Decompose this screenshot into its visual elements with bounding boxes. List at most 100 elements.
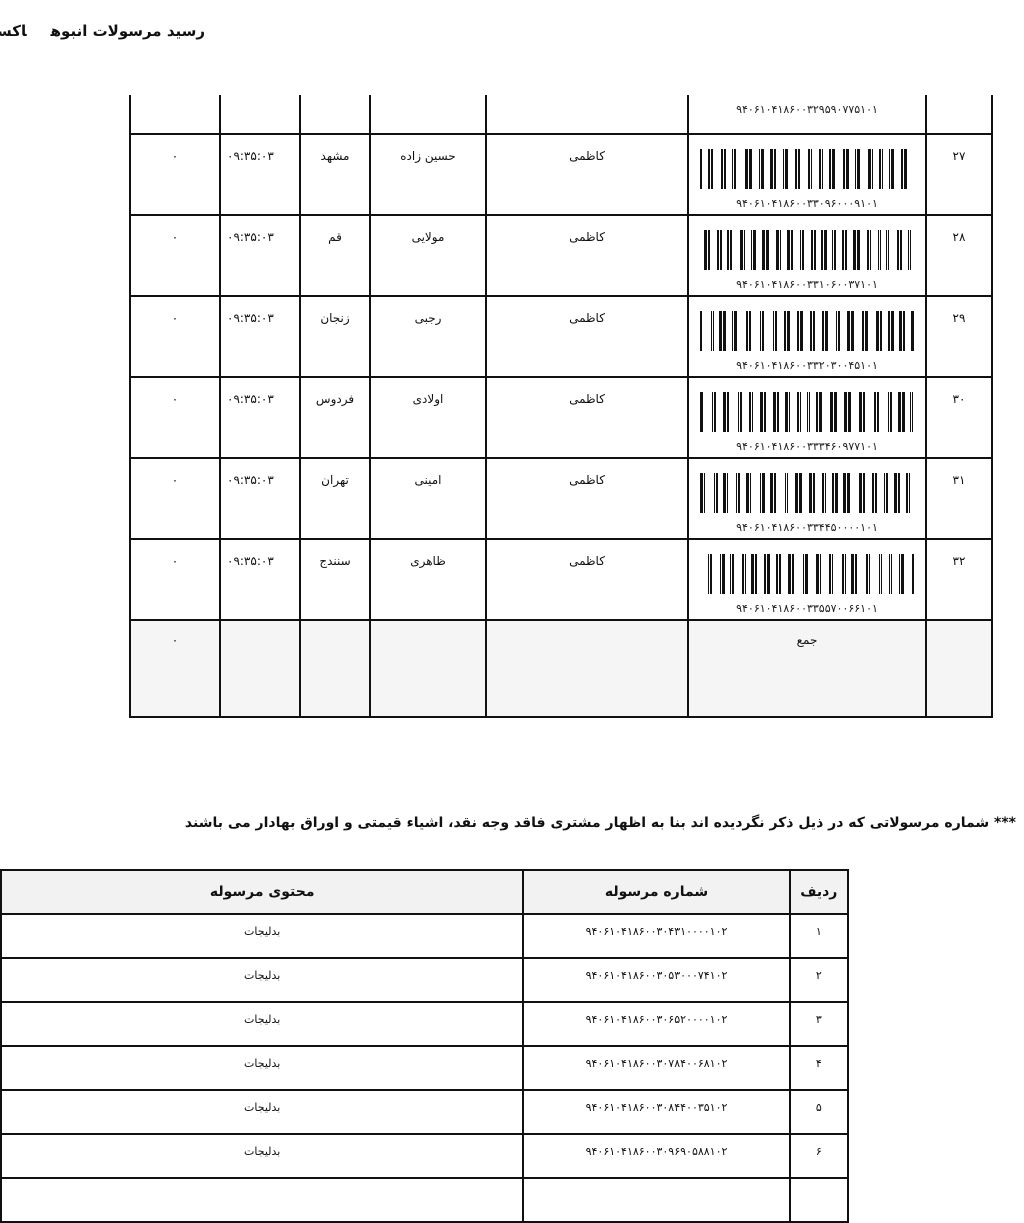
item-content: بدلیجات — [0, 1001, 525, 1047]
receiver: امینی — [369, 457, 487, 540]
barcode-cell: ۹۴۰۶۱۰۴۱۸۶۰۰۳۳۰۹۶۰۰۰۹۱۰۱ — [687, 133, 927, 216]
table-row: ۱ ۹۴۰۶۱۰۴۱۸۶۰۰۳۰۴۳۱۰۰۰۰۱۰۲ بدلیجات — [0, 913, 850, 959]
table-row: ۳۰ ۹۴۰۶۱۰۴۱۸۶۰۰۳۳۳۴۶۰۹۷۷۱۰۱ کاظمی اولادی… — [129, 376, 993, 459]
barcode — [704, 230, 911, 270]
amount: ۰ — [129, 133, 221, 216]
table-row: ۳ ۹۴۰۶۱۰۴۱۸۶۰۰۳۰۶۵۲۰۰۰۰۱۰۲ بدلیجات — [0, 1001, 850, 1047]
row-index: ۲۸ — [925, 214, 993, 297]
barcode-cell: ۹۴۰۶۱۰۴۱۸۶۰۰۳۳۵۵۷۰۰۶۶۱۰۱ — [687, 538, 927, 621]
item-number — [522, 1177, 791, 1223]
sum-amount: ۰ — [129, 619, 221, 718]
table-row — [0, 1177, 850, 1223]
barcode-number: ۹۴۰۶۱۰۴۱۸۶۰۰۳۳۲۰۳۰۰۴۵۱۰۱ — [736, 359, 878, 372]
city: فردوس — [299, 376, 371, 459]
barcode-cell: ۹۴۰۶۱۰۴۱۸۶۰۰۳۳۴۴۵۰۰۰۰۱۰۱ — [687, 457, 927, 540]
row-index: ۴ — [788, 1045, 850, 1091]
barcode-cell: ۹۴۰۶۱۰۴۱۸۶۰۰۳۳۲۰۳۰۰۴۵۱۰۱ — [687, 295, 927, 378]
item-number: ۹۴۰۶۱۰۴۱۸۶۰۰۳۰۸۴۴۰۰۳۵۱۰۲ — [522, 1089, 791, 1135]
row-index: ۱ — [788, 913, 850, 959]
barcode-number: ۹۴۰۶۱۰۴۱۸۶۰۰۳۲۹۵۹۰۷۷۵۱۰۱ — [736, 103, 878, 116]
amount: ۰ — [129, 214, 221, 297]
item-number: ۹۴۰۶۱۰۴۱۸۶۰۰۳۰۷۸۴۰۰۶۸۱۰۲ — [522, 1045, 791, 1091]
row-index — [788, 1177, 850, 1223]
row-index: ۳ — [788, 1001, 850, 1047]
sender: کاظمی — [485, 376, 689, 459]
table-row: ۳۱ ۹۴۰۶۱۰۴۱۸۶۰۰۳۳۴۴۵۰۰۰۰۱۰۱ کاظمی امینی … — [129, 457, 993, 540]
sender: کاظمی — [485, 538, 689, 621]
barcode-number: ۹۴۰۶۱۰۴۱۸۶۰۰۳۳۵۵۷۰۰۶۶۱۰۱ — [736, 602, 878, 615]
barcode — [708, 554, 914, 594]
row-index: ۲۷ — [925, 133, 993, 216]
item-content: بدلیجات — [0, 957, 525, 1003]
shipments-table: ۹۴۰۶۱۰۴۱۸۶۰۰۳۲۹۵۹۰۷۷۵۱۰۱ ۲۷ ۹۴۰۶۱۰۴۱۸۶۰۰… — [129, 95, 993, 718]
sum-row: جمع ۰ — [129, 619, 993, 718]
table-row: ۲۷ ۹۴۰۶۱۰۴۱۸۶۰۰۳۳۰۹۶۰۰۰۹۱۰۱ کاظمی حسین ز… — [129, 133, 993, 216]
table-row: ۹۴۰۶۱۰۴۱۸۶۰۰۳۲۹۵۹۰۷۷۵۱۰۱ — [129, 95, 993, 135]
barcode-number: ۹۴۰۶۱۰۴۱۸۶۰۰۳۳۴۴۵۰۰۰۰۱۰۱ — [736, 521, 878, 534]
sender: کاظمی — [485, 295, 689, 378]
item-content: بدلیجات — [0, 1133, 525, 1179]
item-number: ۹۴۰۶۱۰۴۱۸۶۰۰۳۰۴۳۱۰۰۰۰۱۰۲ — [522, 913, 791, 959]
time: ۰۹:۳۵:۰۳ — [219, 376, 301, 459]
table-row: ۳۲ ۹۴۰۶۱۰۴۱۸۶۰۰۳۳۵۵۷۰۰۶۶۱۰۱ کاظمی ظاهری … — [129, 538, 993, 621]
table-row: ۲ ۹۴۰۶۱۰۴۱۸۶۰۰۳۰۵۳۰۰۰۷۴۱۰۲ بدلیجات — [0, 957, 850, 1003]
sender: کاظمی — [485, 133, 689, 216]
barcode — [700, 149, 907, 189]
row-index: ۳۲ — [925, 538, 993, 621]
time: ۰۹:۳۵:۰۳ — [219, 133, 301, 216]
city: زنجان — [299, 295, 371, 378]
row-index: ۵ — [788, 1089, 850, 1135]
header-content: محتوی مرسوله — [0, 869, 525, 915]
amount: ۰ — [129, 295, 221, 378]
table-row: ۵ ۹۴۰۶۱۰۴۱۸۶۰۰۳۰۸۴۴۰۰۳۵۱۰۲ بدلیجات — [0, 1089, 850, 1135]
barcode — [700, 473, 910, 513]
item-number: ۹۴۰۶۱۰۴۱۸۶۰۰۳۰۶۵۲۰۰۰۰۱۰۲ — [522, 1001, 791, 1047]
item-content: بدلیجات — [0, 913, 525, 959]
amount: ۰ — [129, 538, 221, 621]
table-row: ۶ ۹۴۰۶۱۰۴۱۸۶۰۰۳۰۹۶۹۰۵۸۸۱۰۲ بدلیجات — [0, 1133, 850, 1179]
page-title: رسید مرسولات انبوه اکسپ — [0, 22, 205, 40]
amount: ۰ — [129, 457, 221, 540]
note-text: *** شماره مرسولاتی که در ذیل ذکر نگردیده… — [184, 815, 1016, 831]
row-index: ۳۱ — [925, 457, 993, 540]
declared-items-table: ردیف شماره مرسوله محتوی مرسوله ۱ ۹۴۰۶۱۰۴۱… — [0, 869, 850, 1223]
title-text: رسید مرسولات انبوه — [50, 22, 205, 40]
row-index: ۳۰ — [925, 376, 993, 459]
time: ۰۹:۳۵:۰۳ — [219, 214, 301, 297]
barcode-number: ۹۴۰۶۱۰۴۱۸۶۰۰۳۳۳۴۶۰۹۷۷۱۰۱ — [736, 440, 878, 453]
receiver: ظاهری — [369, 538, 487, 621]
receiver: اولادی — [369, 376, 487, 459]
city: سنندج — [299, 538, 371, 621]
row-index: ۲۹ — [925, 295, 993, 378]
row-index: ۲ — [788, 957, 850, 1003]
item-content: بدلیجات — [0, 1089, 525, 1135]
amount: ۰ — [129, 376, 221, 459]
item-number: ۹۴۰۶۱۰۴۱۸۶۰۰۳۰۹۶۹۰۵۸۸۱۰۲ — [522, 1133, 791, 1179]
barcode — [700, 311, 914, 351]
city: تهران — [299, 457, 371, 540]
barcode-number: ۹۴۰۶۱۰۴۱۸۶۰۰۳۳۱۰۶۰۰۳۷۱۰۱ — [736, 278, 878, 291]
header-number: شماره مرسوله — [522, 869, 791, 915]
barcode-cell: ۹۴۰۶۱۰۴۱۸۶۰۰۳۳۳۴۶۰۹۷۷۱۰۱ — [687, 376, 927, 459]
sender: کاظمی — [485, 214, 689, 297]
city: مشهد — [299, 133, 371, 216]
time: ۰۹:۳۵:۰۳ — [219, 538, 301, 621]
barcode-cell: ۹۴۰۶۱۰۴۱۸۶۰۰۳۳۱۰۶۰۰۳۷۱۰۱ — [687, 214, 927, 297]
receiver: رجبی — [369, 295, 487, 378]
table-row: ۲۹ ۹۴۰۶۱۰۴۱۸۶۰۰۳۳۲۰۳۰۰۴۵۱۰۱ کاظمی رجبی ز… — [129, 295, 993, 378]
item-content: بدلیجات — [0, 1045, 525, 1091]
table-row: ۴ ۹۴۰۶۱۰۴۱۸۶۰۰۳۰۷۸۴۰۰۶۸۱۰۲ بدلیجات — [0, 1045, 850, 1091]
table-row: ۲۸ ۹۴۰۶۱۰۴۱۸۶۰۰۳۳۱۰۶۰۰۳۷۱۰۱ کاظمی مولایی… — [129, 214, 993, 297]
title-text-cut: اکسپ — [0, 22, 27, 40]
sum-label: جمع — [687, 619, 927, 718]
header-index: ردیف — [788, 869, 850, 915]
time: ۰۹:۳۵:۰۳ — [219, 457, 301, 540]
barcode — [700, 392, 913, 432]
time: ۰۹:۳۵:۰۳ — [219, 295, 301, 378]
receiver: حسین زاده — [369, 133, 487, 216]
receiver: مولایی — [369, 214, 487, 297]
item-content — [0, 1177, 525, 1223]
barcode-number: ۹۴۰۶۱۰۴۱۸۶۰۰۳۳۰۹۶۰۰۰۹۱۰۱ — [736, 197, 878, 210]
item-number: ۹۴۰۶۱۰۴۱۸۶۰۰۳۰۵۳۰۰۰۷۴۱۰۲ — [522, 957, 791, 1003]
sender: کاظمی — [485, 457, 689, 540]
